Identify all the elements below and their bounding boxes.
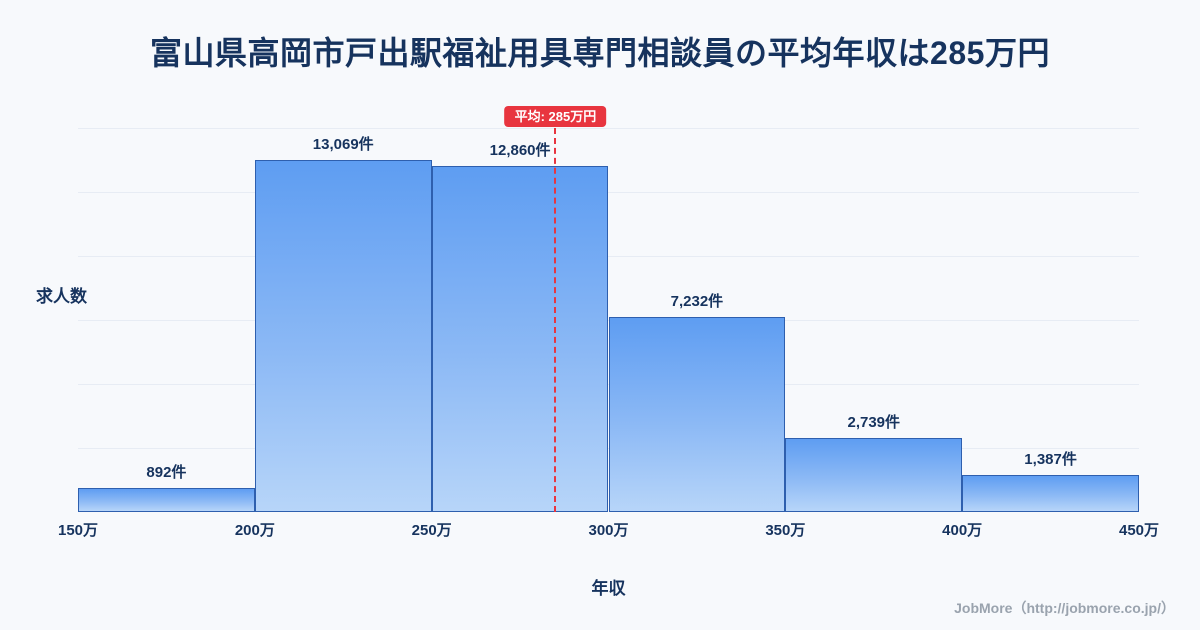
x-tick-label: 200万 (234, 522, 275, 539)
histogram-bar (785, 438, 963, 512)
gridline (78, 128, 1139, 129)
x-tick-label: 250万 (411, 522, 452, 539)
average-badge: 平均: 285万円 (504, 106, 607, 127)
plot-area: 平均: 285万円 892件 13,069件 12,860件 7,232件 2,739件… (78, 106, 1139, 512)
x-tick-label: 150万 (57, 522, 99, 539)
chart-title: 富山県高岡市戸出駅福祉用具専門相談員の平均年収は285万円 (150, 35, 1050, 71)
y-axis-label: 求人数 (36, 287, 87, 306)
gridline (78, 256, 1139, 257)
histogram-bar (431, 165, 609, 512)
gridline (78, 192, 1139, 193)
bar-value-label: 892件 (146, 463, 187, 481)
footer-credit: JobMore（http://jobmore.co.jp/） (954, 600, 1175, 616)
x-axis-ticks: 150万 200万 250万 300万 350万 400万 450万 (58, 519, 1159, 539)
bar-value-label: 2,739件 (847, 414, 901, 432)
bars-container: 892件 13,069件 12,860件 7,232件 2,739件 1,387件 (78, 136, 1139, 512)
bar-value-label: 12,860件 (489, 141, 551, 159)
x-tick-label: 450万 (1118, 522, 1160, 539)
bar-value-label: 13,069件 (312, 136, 374, 153)
bar-value-label: 1,387件 (1024, 450, 1077, 468)
x-tick-label: 300万 (588, 522, 629, 539)
x-axis-label: 年収 (591, 579, 626, 598)
histogram-bar (962, 474, 1139, 512)
histogram-bar (254, 160, 432, 512)
average-line (554, 128, 557, 512)
bar-value-label: 7,232件 (670, 293, 724, 311)
histogram-bar (78, 487, 255, 512)
x-tick-label: 400万 (942, 522, 983, 539)
histogram-bar (608, 317, 786, 512)
x-tick-label: 350万 (765, 522, 806, 539)
